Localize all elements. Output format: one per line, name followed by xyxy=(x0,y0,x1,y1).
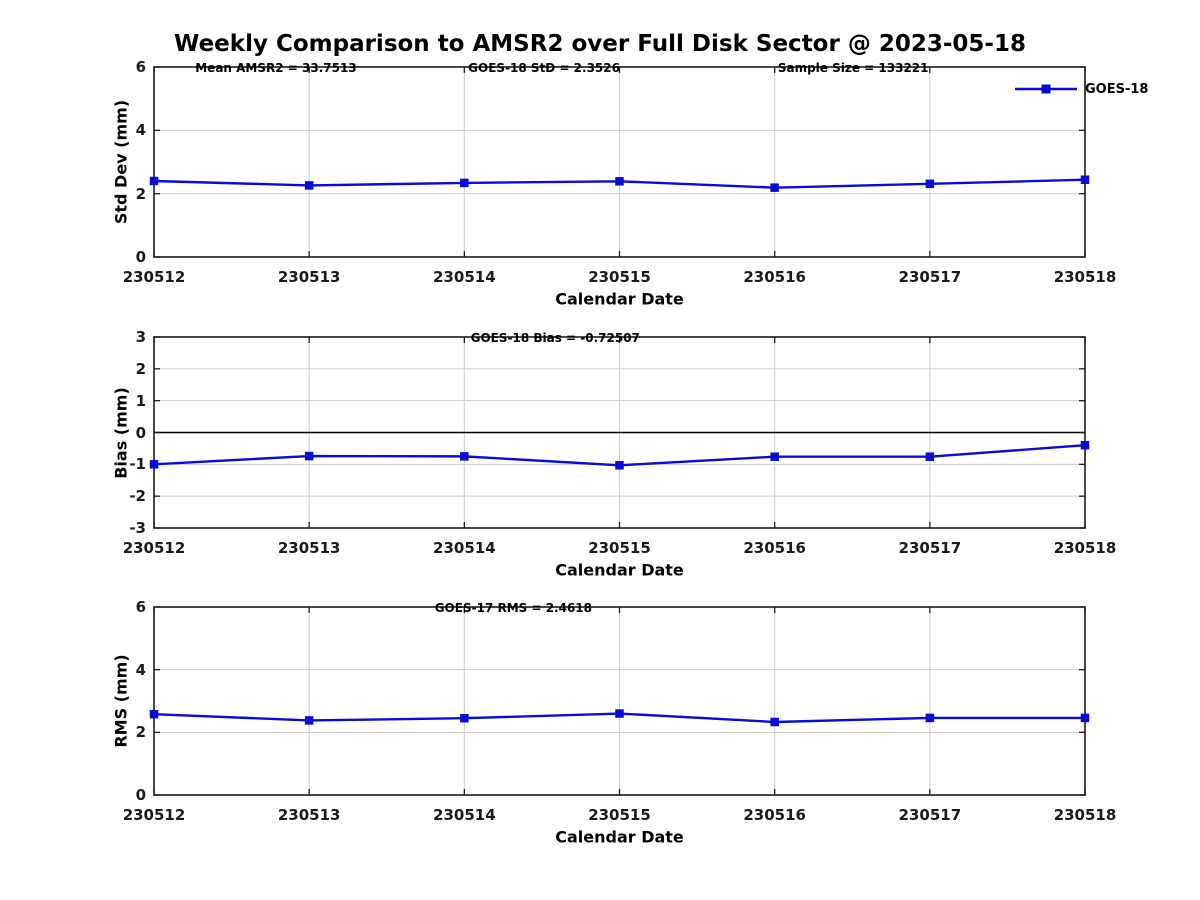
x-tick-label: 230517 xyxy=(898,268,962,286)
annotation: Mean AMSR2 = 33.7513 xyxy=(195,61,357,75)
x-tick-label: 230512 xyxy=(122,806,186,824)
y-tick-label: -1 xyxy=(129,455,146,474)
y-tick-label: 0 xyxy=(135,248,146,266)
y-tick-label: 4 xyxy=(135,121,146,140)
y-tick-label: 3 xyxy=(135,328,146,346)
y-tick-label: 6 xyxy=(135,58,146,76)
std-dev-plot xyxy=(149,66,1090,258)
subplot-bias: Bias (mm) Calendar Date 3 2 1 0 -1 -2 -3 230512… xyxy=(0,328,1200,583)
annotation: Sample Size = 133221 xyxy=(777,61,929,75)
y-tick-label: 2 xyxy=(135,723,146,742)
x-tick-label: 230513 xyxy=(277,806,341,824)
x-tick-label: 230515 xyxy=(588,806,651,824)
x-tick-label: 230512 xyxy=(122,539,186,557)
x-axis-label-bias: Calendar Date xyxy=(555,560,684,580)
x-tick-label: 230515 xyxy=(588,268,651,286)
annotation: GOES-17 RMS = 2.4618 xyxy=(434,601,593,615)
x-tick-label: 230517 xyxy=(898,806,962,824)
x-tick-label: 230513 xyxy=(277,539,341,557)
annotation: GOES-18 Bias = -0.72507 xyxy=(470,331,640,345)
y-tick-label: 6 xyxy=(135,598,146,616)
y-tick-label: -3 xyxy=(129,519,146,537)
chart-title: Weekly Comparison to AMSR2 over Full Dis… xyxy=(174,31,1026,57)
x-tick-label: 230514 xyxy=(433,806,496,824)
x-tick-label: 230512 xyxy=(122,268,186,286)
annotation: GOES-18 StD = 2.3526 xyxy=(468,61,620,75)
x-tick-label: 230518 xyxy=(1053,806,1117,824)
y-axis-label-rms: RMS (mm) xyxy=(111,654,131,748)
y-tick-label: 4 xyxy=(135,660,146,679)
bias-plot xyxy=(149,336,1090,529)
x-tick-label: 230517 xyxy=(898,539,962,557)
legend-label: GOES-18 xyxy=(1085,81,1149,97)
x-tick-label: 230518 xyxy=(1053,539,1117,557)
y-axis-label-std-dev: Std Dev (mm) xyxy=(111,99,131,225)
legend: GOES-18 xyxy=(1014,80,1148,98)
y-tick-label: -2 xyxy=(129,487,146,506)
legend-line-marker-icon xyxy=(1015,84,1077,94)
y-tick-label: 1 xyxy=(135,391,146,410)
x-tick-label: 230518 xyxy=(1053,268,1117,286)
x-tick-label: 230516 xyxy=(743,806,806,824)
y-tick-label: 2 xyxy=(135,359,146,378)
rms-plot xyxy=(149,606,1090,796)
x-tick-label: 230516 xyxy=(743,539,806,557)
y-tick-label: 0 xyxy=(135,423,146,442)
x-tick-label: 230515 xyxy=(588,539,651,557)
y-axis-label-bias: Bias (mm) xyxy=(111,386,131,479)
x-axis-label-std-dev: Calendar Date xyxy=(555,289,684,309)
subplot-rms: RMS (mm) Calendar Date 0 2 4 6 230512 230513 2… xyxy=(0,598,1200,850)
subplot-std-dev: Std Dev (mm) Calendar Date 0 2 4 6 230512 230… xyxy=(0,58,1200,312)
x-tick-label: 230513 xyxy=(277,268,341,286)
x-axis-label-rms: Calendar Date xyxy=(555,827,684,847)
x-tick-label: 230514 xyxy=(433,268,496,286)
y-tick-label: 2 xyxy=(135,184,146,203)
x-tick-label: 230514 xyxy=(433,539,496,557)
x-tick-label: 230516 xyxy=(743,268,806,286)
y-tick-label: 0 xyxy=(135,786,146,804)
